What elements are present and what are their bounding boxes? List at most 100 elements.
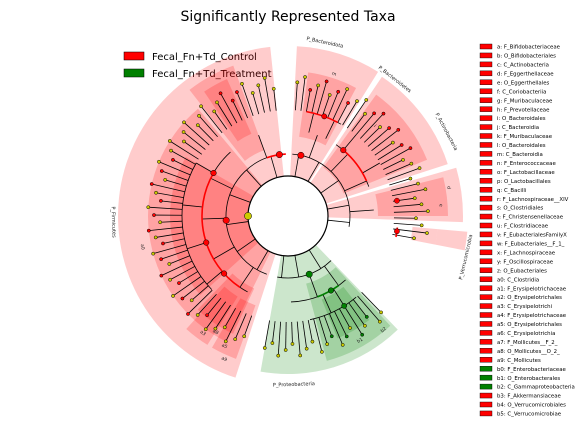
leaf-node (344, 334, 349, 339)
taxa-key-label: g: F_Muribaculaceae (497, 98, 553, 104)
leaf-node (346, 101, 350, 105)
leaf-node (154, 190, 158, 195)
leaf-branch (172, 276, 202, 297)
leaf-node (153, 235, 158, 240)
wedge-bacteroidia (323, 94, 428, 194)
leaf-node (378, 125, 382, 129)
leaf-node (159, 257, 163, 262)
taxa-key-swatch (479, 142, 493, 148)
leaf-branch (380, 147, 411, 165)
taxa-key-label: r: F_Lachnospiraceae__XIV (497, 197, 569, 203)
root-branch (281, 255, 285, 278)
leaf-node (230, 98, 235, 103)
leaf-node (416, 181, 420, 186)
leaf-branch (169, 140, 199, 160)
leaf-branch (225, 310, 242, 342)
mid-branch (308, 274, 318, 297)
leaf-node (290, 342, 295, 346)
leaf-node (171, 158, 175, 162)
root-ring (247, 175, 329, 257)
leaf-branch (165, 179, 187, 187)
taxa-key-label: x: F_Lachnospiraceae (497, 250, 556, 256)
wedge-coriobacteriia (375, 177, 448, 216)
wedge-lactobacillales (204, 78, 252, 142)
leaf-node (195, 123, 200, 128)
node-erysipelotrichi (221, 270, 228, 277)
leaf-branch (243, 315, 253, 337)
leaf-branch (182, 280, 205, 299)
taxa-key-swatch (479, 97, 493, 103)
leaf-node (151, 251, 156, 256)
leaf-branch (367, 127, 390, 147)
leaf-node (304, 346, 309, 351)
leaf-branch (277, 321, 282, 356)
leaf-node (336, 89, 341, 94)
leaf-node (152, 213, 156, 217)
leaf-branch (329, 313, 344, 346)
taxa-key-label: w: F_Eubacteriales__F_1_ (497, 242, 565, 248)
node-clostridia (222, 216, 230, 224)
taxa-key-swatch (479, 178, 493, 184)
wedge-gammaproteobacteria (306, 267, 391, 361)
leaf-branch (197, 124, 214, 142)
leaf-branch (306, 89, 311, 112)
arc-l1-firmicutes (225, 153, 282, 275)
leaf-branch (161, 260, 193, 276)
leaf-node (348, 326, 352, 330)
hl-arc-clostridia (201, 172, 241, 288)
taxa-key-swatch (479, 249, 493, 256)
leaf-branch (232, 100, 243, 121)
leaf-node (327, 93, 332, 97)
taxa-key-label: a5: O_Erysipelotrichales (497, 322, 562, 328)
taxa-key-label: k: F_Muribaculaceae (497, 134, 553, 140)
leaf-branch (161, 170, 189, 181)
leaf-branch (352, 299, 368, 318)
mid-branch (330, 153, 349, 172)
leaf-branch (200, 106, 223, 134)
phylum-label: P_Proteobacteria (273, 381, 315, 388)
root-branch (307, 162, 320, 182)
leaf-node (158, 220, 163, 225)
leaf-node (340, 343, 345, 347)
leaf-branch (302, 320, 308, 349)
wedge-verrucomicrobia (435, 229, 468, 251)
node-coriobacteriia (394, 197, 400, 204)
leaf-node (203, 327, 208, 332)
leaf-node (417, 166, 422, 170)
leaf-branch (371, 129, 399, 152)
leaf-branch (273, 88, 277, 111)
wedge-enterobacterales (321, 286, 370, 339)
taxa-key-swatch (479, 61, 493, 68)
taxa-key-label: y: F_Oscillospiraceae (497, 259, 554, 265)
leaf-branch (252, 92, 260, 115)
leaf-branch (183, 131, 206, 150)
node-bacteroidia (340, 147, 347, 154)
leaf-branch (307, 319, 313, 342)
leaf-node (303, 75, 307, 79)
inner-branch (206, 270, 223, 285)
taxa-key-swatch (479, 294, 493, 300)
leaf-branch (374, 142, 394, 156)
leaf-node (215, 100, 219, 105)
taxa-key-swatch (479, 124, 493, 130)
leaf-branch (215, 304, 231, 329)
root-branch (256, 250, 269, 270)
inner-branch (342, 134, 357, 151)
root-branch (308, 249, 322, 269)
leaf-branch (264, 77, 271, 112)
taxa-key-swatch (479, 401, 493, 408)
leaf-branch (323, 315, 333, 337)
leaf-node (167, 139, 172, 143)
leaf-branch (170, 150, 196, 165)
taxa-key-swatch (479, 160, 493, 166)
leaf-node (372, 111, 376, 116)
taxa-key-swatch (479, 70, 493, 77)
taxa-key-swatch (479, 169, 493, 175)
root-branch (270, 156, 278, 178)
leaf-branch (206, 297, 222, 316)
clade-letter: m (331, 72, 337, 78)
taxa-key-swatch (479, 410, 493, 417)
arc-l3-proteo (309, 296, 357, 321)
clade-letter: a0 (139, 244, 146, 251)
